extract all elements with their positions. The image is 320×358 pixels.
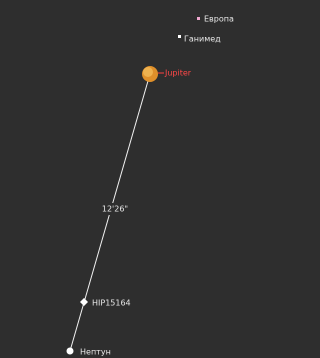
ganymede-marker [178, 35, 181, 38]
jupiter-label: Jupiter [164, 69, 192, 78]
measure-label: 12'26" [102, 205, 128, 214]
sky-view: Европа Ганимед Jupiter 12'26" HIP15164 Н… [0, 0, 260, 358]
neptune-marker [67, 348, 74, 355]
ganymede-label: Ганимед [184, 35, 221, 44]
hip-star-label: HIP15164 [92, 299, 131, 308]
europa-label: Европа [204, 15, 234, 24]
europa-marker [197, 17, 200, 20]
neptune-label: Нептун [80, 348, 111, 357]
jupiter-highlight [143, 67, 153, 77]
